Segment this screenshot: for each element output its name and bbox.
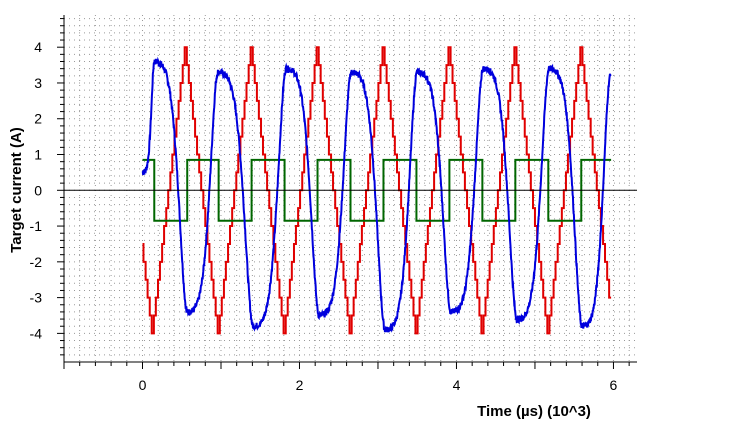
ticks: -4 -3 -2 -1 0 1 2 3 4 0 2 4 6: [30, 18, 630, 393]
y-tick-label: -4: [30, 325, 43, 341]
x-tick-label: 2: [296, 377, 304, 393]
y-tick-label: -1: [30, 218, 43, 234]
x-tick-label: 4: [453, 377, 461, 393]
y-tick-label: 2: [34, 111, 42, 127]
grid: [63, 15, 637, 362]
y-tick-label: -2: [30, 254, 43, 270]
plot-area: -4 -3 -2 -1 0 1 2 3 4 0 2 4 6: [30, 15, 637, 393]
y-axis-label: Target current (A): [8, 127, 25, 253]
series-green-line: [142, 158, 612, 222]
y-tick-label: 1: [34, 147, 42, 163]
x-tick-label: 0: [139, 377, 147, 393]
series-layer: [141, 46, 612, 335]
y-tick-label: -3: [30, 290, 43, 306]
y-tick-label: 0: [34, 182, 42, 198]
axes: [63, 15, 637, 363]
series-red-line: [142, 46, 612, 335]
y-tick-label: 3: [34, 75, 42, 91]
y-tick-label: 4: [34, 39, 42, 55]
x-axis-label: Time (µs) (10^3): [477, 403, 591, 420]
x-tick-label: 6: [610, 377, 618, 393]
series-blue-line: [141, 56, 612, 333]
